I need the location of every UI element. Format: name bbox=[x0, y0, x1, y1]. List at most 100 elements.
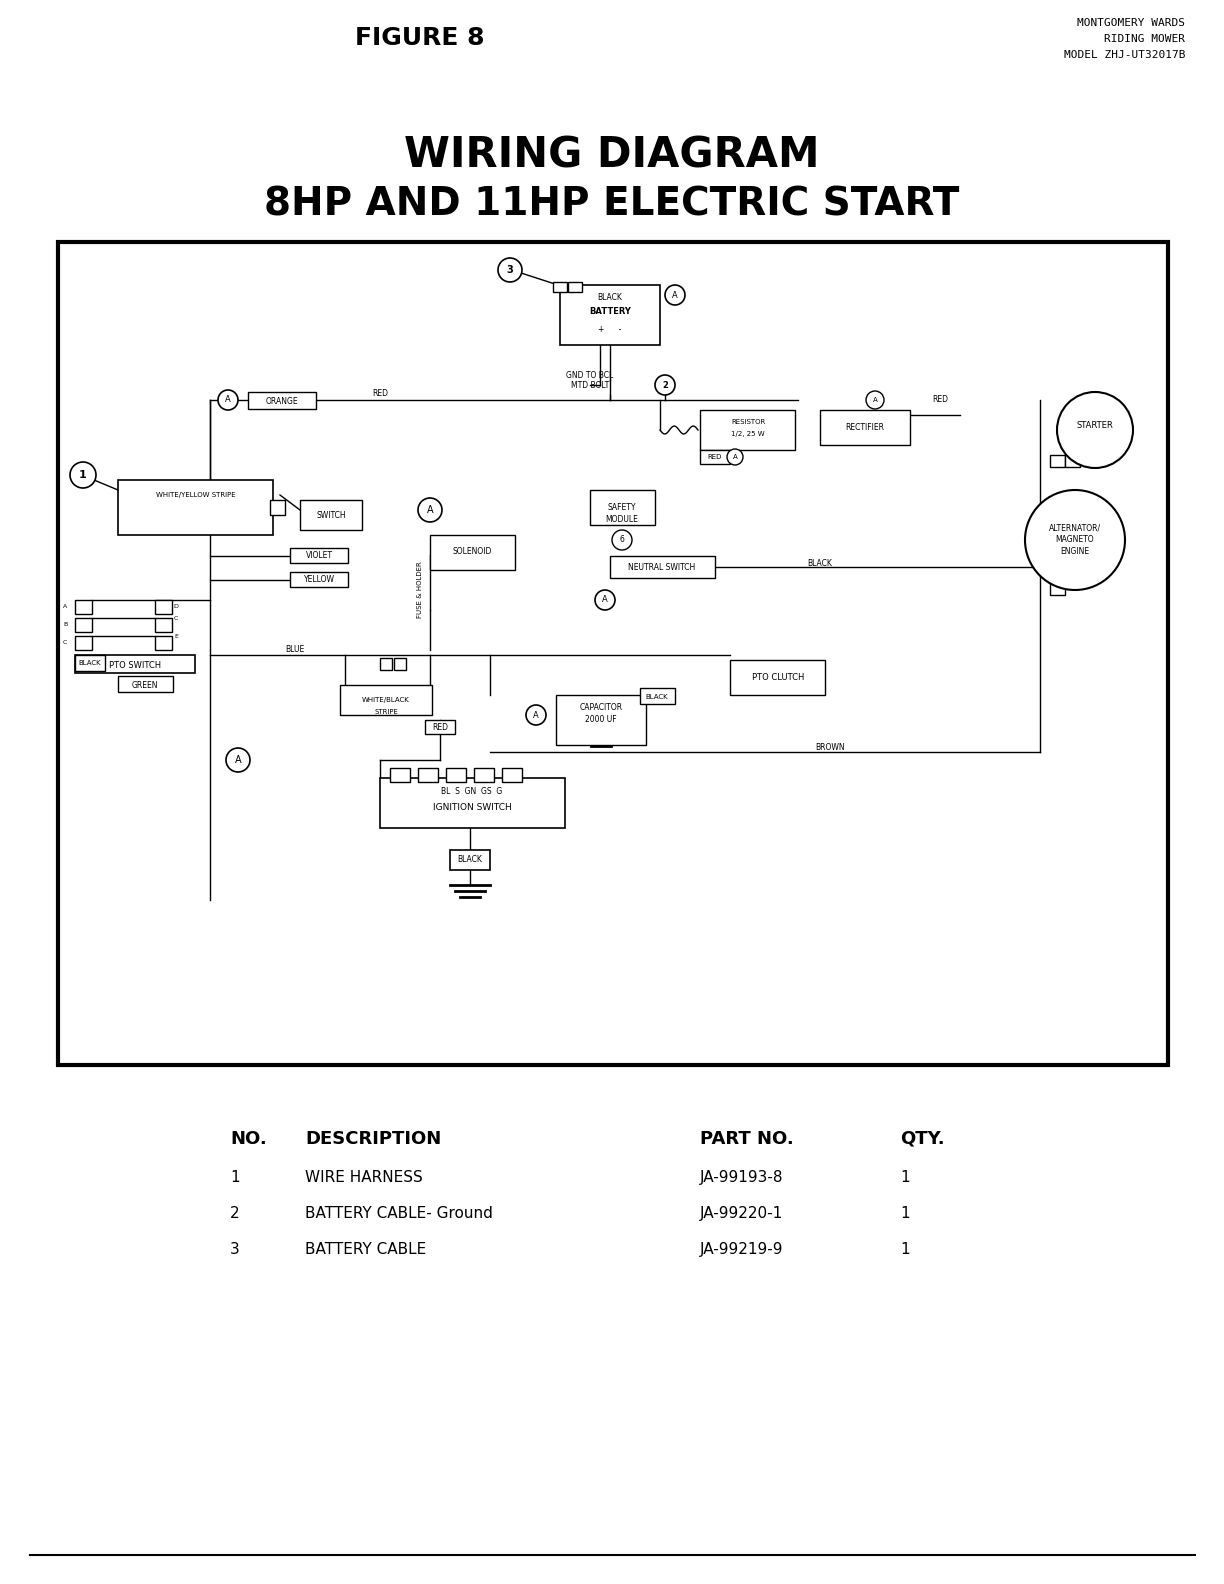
Text: STRIPE: STRIPE bbox=[375, 710, 398, 714]
Text: E: E bbox=[174, 635, 177, 640]
Bar bbox=[271, 501, 285, 515]
Text: A: A bbox=[235, 756, 241, 765]
Text: BLACK: BLACK bbox=[808, 559, 832, 567]
Text: 6: 6 bbox=[619, 535, 624, 545]
Text: A: A bbox=[225, 396, 231, 404]
Bar bbox=[553, 282, 567, 291]
Bar bbox=[379, 657, 392, 670]
Bar bbox=[155, 600, 173, 615]
Bar bbox=[155, 618, 173, 632]
Text: 1: 1 bbox=[900, 1205, 909, 1221]
Text: RECTIFIER: RECTIFIER bbox=[846, 423, 885, 431]
Text: B: B bbox=[62, 623, 67, 627]
Text: 2: 2 bbox=[662, 380, 668, 390]
Text: BLACK: BLACK bbox=[646, 694, 668, 700]
Text: ENGINE: ENGINE bbox=[1060, 548, 1089, 556]
Bar bbox=[820, 410, 909, 445]
Text: C: C bbox=[62, 640, 67, 646]
Text: FIGURE 8: FIGURE 8 bbox=[355, 25, 485, 51]
Text: 2: 2 bbox=[230, 1205, 240, 1221]
Text: A: A bbox=[427, 505, 433, 515]
Circle shape bbox=[218, 390, 237, 410]
Text: VIOLET: VIOLET bbox=[306, 551, 333, 561]
Text: RED: RED bbox=[931, 396, 949, 404]
Text: JA-99219-9: JA-99219-9 bbox=[700, 1242, 783, 1258]
Text: A: A bbox=[733, 455, 737, 459]
Text: 8HP AND 11HP ELECTRIC START: 8HP AND 11HP ELECTRIC START bbox=[264, 185, 960, 223]
Text: A: A bbox=[534, 711, 539, 719]
Bar bbox=[568, 282, 581, 291]
Bar bbox=[155, 637, 173, 649]
Text: WHITE/BLACK: WHITE/BLACK bbox=[362, 697, 410, 703]
Bar bbox=[640, 687, 674, 703]
Bar bbox=[610, 556, 715, 578]
Text: IGNITION SWITCH: IGNITION SWITCH bbox=[432, 803, 512, 813]
Bar bbox=[556, 695, 646, 744]
Bar bbox=[1050, 583, 1065, 596]
Text: A: A bbox=[602, 596, 608, 605]
Circle shape bbox=[665, 285, 685, 306]
Bar bbox=[446, 768, 466, 782]
Text: CAPACITOR: CAPACITOR bbox=[579, 703, 623, 713]
Text: MODEL ZHJ-UT32017B: MODEL ZHJ-UT32017B bbox=[1064, 51, 1185, 60]
Text: 3: 3 bbox=[230, 1242, 240, 1258]
Text: 3: 3 bbox=[507, 265, 513, 276]
Text: WIRE HARNESS: WIRE HARNESS bbox=[305, 1171, 422, 1185]
Text: DESCRIPTION: DESCRIPTION bbox=[305, 1129, 441, 1148]
Text: NO.: NO. bbox=[230, 1129, 267, 1148]
Text: BLACK: BLACK bbox=[597, 293, 623, 301]
Bar bbox=[290, 548, 348, 562]
Text: SWITCH: SWITCH bbox=[316, 510, 346, 520]
Bar bbox=[75, 637, 92, 649]
Bar bbox=[1050, 455, 1065, 467]
Text: MAGNETO: MAGNETO bbox=[1055, 535, 1094, 545]
Circle shape bbox=[655, 375, 674, 394]
Bar bbox=[502, 768, 521, 782]
Text: RESISTOR: RESISTOR bbox=[731, 420, 765, 425]
Text: JA-99193-8: JA-99193-8 bbox=[700, 1171, 783, 1185]
Text: FUSE & HOLDER: FUSE & HOLDER bbox=[417, 562, 424, 618]
Text: 1: 1 bbox=[80, 470, 87, 480]
Text: NEUTRAL SWITCH: NEUTRAL SWITCH bbox=[628, 562, 695, 572]
Circle shape bbox=[498, 258, 521, 282]
Text: PTO CLUTCH: PTO CLUTCH bbox=[752, 673, 804, 683]
Text: BATTERY CABLE: BATTERY CABLE bbox=[305, 1242, 426, 1258]
Text: MODULE: MODULE bbox=[606, 515, 639, 524]
Circle shape bbox=[595, 589, 614, 610]
Bar bbox=[561, 285, 660, 345]
Bar bbox=[118, 676, 173, 692]
Text: BLACK: BLACK bbox=[458, 855, 482, 865]
Text: 1/2, 25 W: 1/2, 25 W bbox=[731, 431, 765, 437]
Bar bbox=[425, 721, 455, 733]
Circle shape bbox=[727, 448, 743, 466]
Text: PART NO.: PART NO. bbox=[700, 1129, 793, 1148]
Text: RED: RED bbox=[432, 722, 448, 732]
Text: 2000 UF: 2000 UF bbox=[585, 716, 617, 724]
Bar bbox=[394, 657, 406, 670]
Circle shape bbox=[419, 497, 442, 523]
Circle shape bbox=[226, 748, 250, 771]
Circle shape bbox=[612, 531, 632, 550]
Circle shape bbox=[1058, 391, 1133, 467]
Text: GND TO BCL: GND TO BCL bbox=[567, 371, 613, 380]
Text: 1: 1 bbox=[900, 1171, 909, 1185]
Text: ALTERNATOR/: ALTERNATOR/ bbox=[1049, 523, 1102, 532]
Bar bbox=[75, 618, 92, 632]
Text: WHITE/YELLOW STRIPE: WHITE/YELLOW STRIPE bbox=[157, 493, 236, 497]
Text: STARTER: STARTER bbox=[1077, 420, 1114, 429]
Bar bbox=[118, 480, 273, 535]
Text: JA-99220-1: JA-99220-1 bbox=[700, 1205, 783, 1221]
Text: +      -: + - bbox=[599, 325, 622, 334]
Text: SOLENOID: SOLENOID bbox=[453, 548, 492, 556]
Text: 1: 1 bbox=[900, 1242, 909, 1258]
Text: WIRING DIAGRAM: WIRING DIAGRAM bbox=[404, 135, 820, 176]
Text: MTD BOLT: MTD BOLT bbox=[570, 380, 610, 390]
Bar bbox=[700, 450, 730, 464]
Bar bbox=[730, 661, 825, 695]
Bar bbox=[1065, 455, 1080, 467]
Bar bbox=[450, 851, 490, 870]
Text: BLUE: BLUE bbox=[285, 646, 305, 654]
Text: BROWN: BROWN bbox=[815, 743, 845, 752]
Text: BATTERY: BATTERY bbox=[589, 307, 630, 317]
Text: BATTERY CABLE- Ground: BATTERY CABLE- Ground bbox=[305, 1205, 493, 1221]
